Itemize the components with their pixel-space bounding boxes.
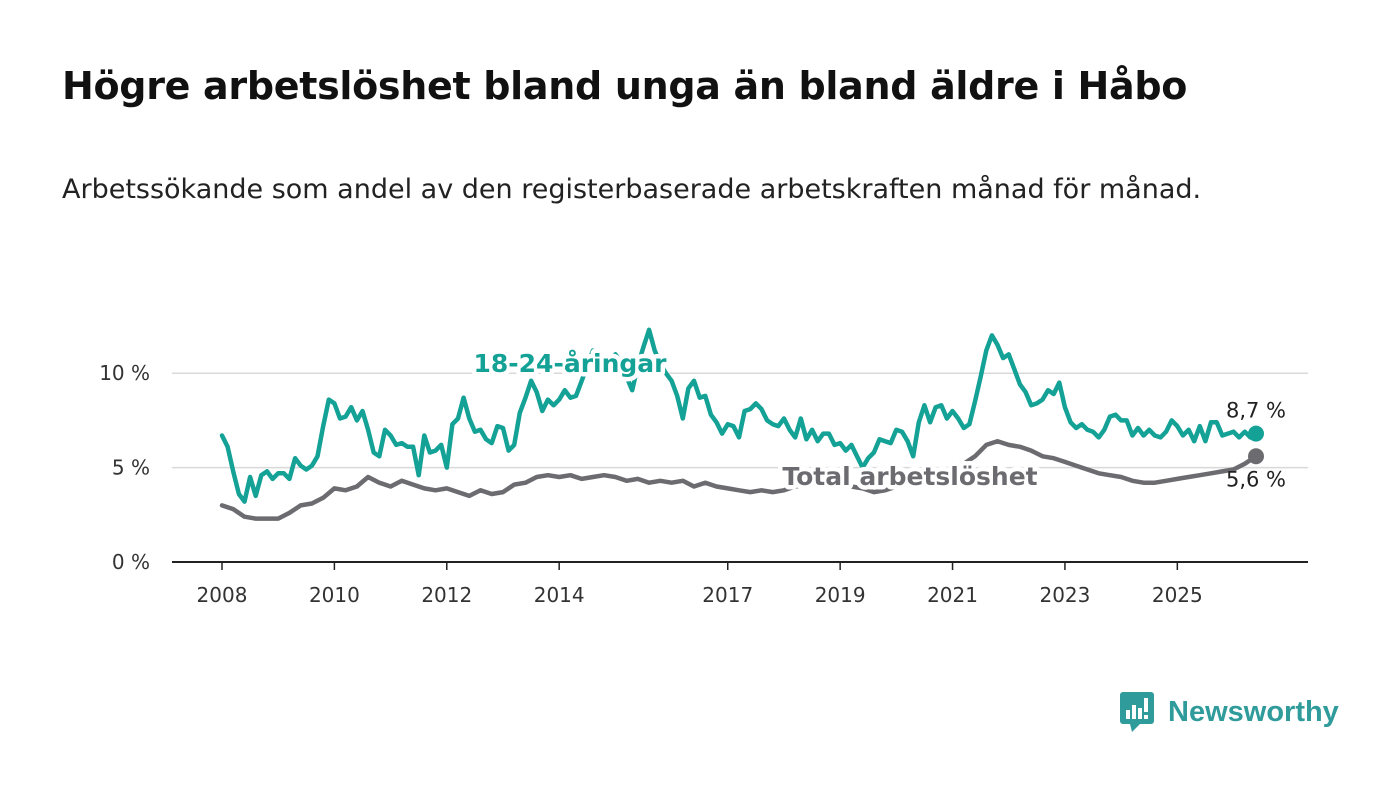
x-tick-label: 2017 <box>702 583 753 607</box>
x-tick-label: 2023 <box>1039 583 1090 607</box>
gridlines <box>172 372 1308 469</box>
series-line-young <box>219 327 1259 504</box>
end-label-young: 8,7 % <box>1226 399 1286 423</box>
x-tick-label: 2025 <box>1152 583 1203 607</box>
y-tick-label: 5 % <box>112 456 150 480</box>
series-line-total <box>219 438 1259 521</box>
x-tick-label: 2014 <box>534 583 585 607</box>
y-tick-label: 10 % <box>99 361 150 385</box>
axes: 0 % 5 % 10 % 2008 2010 2012 2014 2017 2019 2021 20… <box>99 361 1308 607</box>
brand: Newsworthy <box>1118 690 1339 734</box>
end-point-young <box>1248 425 1264 442</box>
x-tick-label: 2019 <box>815 583 866 607</box>
y-tick-label: 0 % <box>112 550 150 574</box>
series-label-young: 18-24-åringar <box>474 349 668 378</box>
series-lines <box>219 327 1264 521</box>
brand-name: Newsworthy <box>1168 695 1339 728</box>
series-label-total-halo: Total arbetslöshet <box>782 462 1037 491</box>
chart-subtitle: Arbetssökande som andel av den registerb… <box>62 174 1202 205</box>
newsworthy-logo-icon <box>1120 692 1154 732</box>
x-tick-label: 2008 <box>197 583 248 607</box>
x-tick-label: 2010 <box>309 583 360 607</box>
end-point-total <box>1248 448 1264 465</box>
series-label-total: Total arbetslöshet <box>782 462 1037 491</box>
x-tick-label: 2021 <box>927 583 978 607</box>
chart-title: Högre arbetslöshet bland unga än bland ä… <box>62 64 1188 108</box>
series-label-young-halo: 18-24-åringar <box>474 349 668 378</box>
x-tick-label: 2012 <box>421 583 472 607</box>
end-label-total: 5,6 % <box>1226 467 1286 491</box>
